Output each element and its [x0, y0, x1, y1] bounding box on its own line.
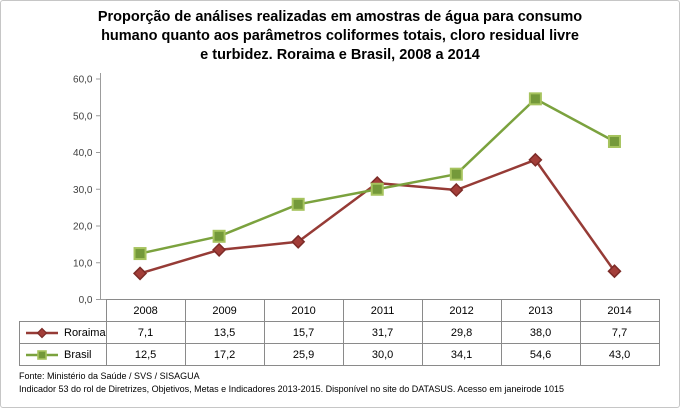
roraima-marker — [291, 234, 306, 249]
chart-title-line1: Proporção de análises realizadas em amos… — [97, 9, 583, 25]
brasil-value-cell: 25,9 — [263, 343, 344, 366]
brasil-marker — [449, 167, 463, 181]
brasil-marker — [212, 229, 226, 243]
year-header: 2014 — [579, 299, 660, 322]
year-header: 2012 — [421, 299, 502, 322]
chart-title-line2: humano quanto aos parâmetros coliformes … — [101, 28, 579, 44]
table-row: Roraima 7,1 13,5 15,7 31,7 29,8 38,0 7,7 — [19, 321, 660, 344]
source-note: Fonte: Ministério da Saúde / SVS / SISAG… — [19, 370, 564, 396]
y-axis-label: 40,0 — [73, 148, 93, 159]
year-header: 2011 — [342, 299, 423, 322]
year-header: 2009 — [184, 299, 265, 322]
roraima-value-cell: 31,7 — [342, 321, 423, 344]
brasil-line-icon — [26, 349, 58, 360]
y-axis-label: 20,0 — [73, 222, 93, 233]
line-chart-plot: 0,0 10,0 20,0 30,0 40,0 50,0 60,0 — [73, 73, 654, 306]
roraima-line-icon — [26, 327, 58, 338]
roraima-marker — [132, 266, 148, 281]
source-line: Fonte: Ministério da Saúde / SVS / SISAG… — [19, 371, 200, 381]
brasil-value-cell: 43,0 — [579, 343, 660, 366]
brasil-marker — [607, 134, 621, 148]
brasil-marker — [528, 92, 542, 106]
brasil-value-cell: 30,0 — [342, 343, 423, 366]
legend-label: Roraima — [64, 326, 106, 339]
table-row: Brasil 12,5 17,2 25,9 30,0 34,1 54,6 43,0 — [19, 343, 660, 366]
indicator-line: Indicador 53 do rol de Diretrizes, Objet… — [19, 384, 564, 394]
roraima-value-cell: 7,7 — [579, 321, 660, 344]
y-axis-label: 60,0 — [73, 75, 93, 86]
brasil-marker — [133, 247, 147, 261]
roraima-value-cell: 15,7 — [263, 321, 344, 344]
data-table: 2008 2009 2010 2011 2012 2013 2014 Roraima 7,1 13… — [19, 299, 660, 366]
legend-item-roraima: Roraima — [19, 321, 107, 344]
roraima-marker — [607, 264, 622, 279]
brasil-value-cell: 34,1 — [421, 343, 502, 366]
year-header: 2008 — [105, 299, 186, 322]
chart-title: Proporção de análises realizadas em amos… — [1, 8, 679, 65]
brasil-value-cell: 12,5 — [105, 343, 186, 366]
brasil-value-cell: 54,6 — [500, 343, 581, 366]
chart-title-line3: e turbidez. Roraima e Brasil, 2008 a 201… — [200, 47, 480, 63]
y-axis-label: 30,0 — [73, 185, 93, 196]
brasil-marker — [370, 182, 384, 196]
roraima-marker — [528, 152, 543, 167]
year-header-row: 2008 2009 2010 2011 2012 2013 2014 — [20, 299, 660, 322]
legend-label: Brasil — [64, 348, 92, 361]
year-header: 2013 — [500, 299, 581, 322]
roraima-value-cell: 13,5 — [184, 321, 265, 344]
y-axis-label: 50,0 — [73, 111, 93, 122]
roraima-marker — [449, 182, 464, 198]
y-axis-label: 0,0 — [79, 295, 93, 306]
year-header: 2010 — [263, 299, 344, 322]
roraima-value-cell: 38,0 — [500, 321, 581, 344]
legend-item-brasil: Brasil — [19, 343, 107, 366]
table-corner — [20, 300, 107, 322]
brasil-marker — [291, 197, 305, 211]
y-axis-label: 10,0 — [73, 258, 93, 269]
brasil-value-cell: 17,2 — [184, 343, 265, 366]
roraima-marker — [212, 242, 227, 257]
roraima-value-cell: 29,8 — [421, 321, 502, 344]
roraima-value-cell: 7,1 — [105, 321, 186, 344]
